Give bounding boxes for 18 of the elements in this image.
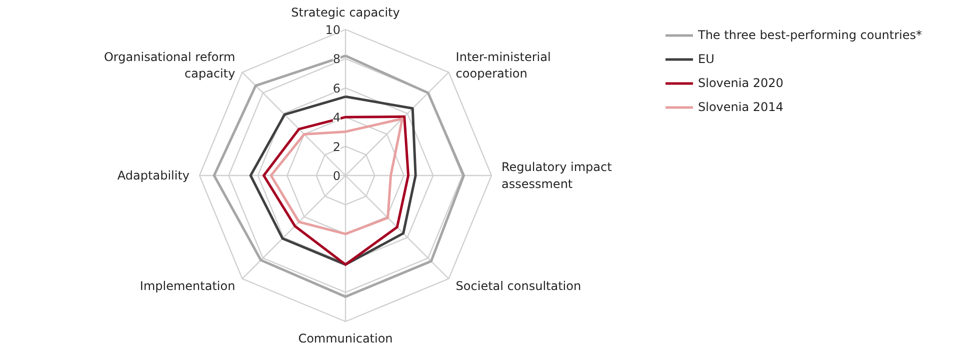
spoke-label: Organisational reform capacity (104, 50, 236, 81)
legend-label: Slovenia 2020 (698, 76, 784, 90)
y-tick-label: 8 (332, 52, 341, 66)
spoke-label: Inter-ministerial cooperation (456, 50, 551, 81)
legend-label: EU (698, 52, 716, 66)
y-tick-label: 2 (332, 140, 341, 154)
legend-label: The three best-performing countries* (698, 28, 922, 42)
spoke-label: Communication (298, 332, 393, 346)
spoke-label: Adaptability (117, 168, 190, 182)
y-tick-label: 6 (332, 81, 341, 96)
y-tick-label: 4 (332, 110, 341, 125)
spoke-label: Strategic capacity (291, 6, 400, 20)
legend-label: Slovenia 2014 (698, 100, 784, 114)
spoke-label: Societal consultation (456, 278, 582, 293)
y-tick-label: 0 (332, 169, 341, 183)
spoke-label: Implementation (140, 278, 236, 293)
spoke-label: Regulatory impact assessment (502, 160, 612, 191)
y-tick-label: 10 (325, 23, 341, 37)
